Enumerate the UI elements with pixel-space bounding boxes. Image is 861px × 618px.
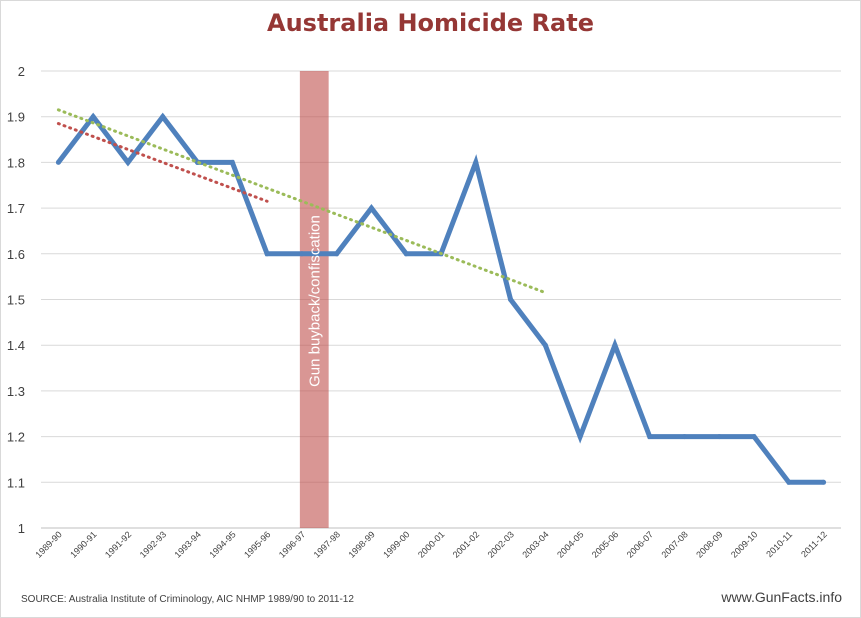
x-tick-label: 1990-91 [68, 529, 98, 559]
y-tick-label: 1.5 [7, 293, 25, 308]
x-tick-label: 1993-94 [173, 529, 203, 559]
annotation-band [299, 71, 329, 528]
x-tick-label: 2003-04 [520, 529, 550, 559]
data-point [508, 297, 514, 302]
data-point [55, 159, 61, 165]
data-point [647, 434, 653, 440]
x-tick-label: 2006-07 [625, 529, 655, 559]
data-point [473, 159, 479, 165]
y-tick-label: 1.9 [7, 110, 25, 125]
y-tick-label: 2 [18, 64, 25, 79]
x-tick-label: 2005-06 [590, 529, 620, 559]
data-point [542, 342, 548, 348]
source-note: SOURCE: Australia Institute of Criminolo… [21, 594, 354, 605]
x-tick-label: 2001-02 [451, 529, 481, 559]
data-point [229, 159, 235, 165]
x-tick-label: 1998-99 [346, 529, 376, 559]
y-tick-label: 1.8 [7, 155, 25, 170]
y-tick-label: 1 [18, 521, 25, 536]
data-point [577, 434, 583, 440]
data-point [612, 342, 618, 348]
y-tick-label: 1.7 [7, 201, 25, 216]
x-tick-label: 1994-95 [207, 529, 237, 559]
x-tick-label: 2008-09 [694, 529, 724, 559]
trendline [56, 108, 547, 295]
data-point [368, 205, 374, 211]
website-label: www.GunFacts.info [721, 589, 842, 605]
x-tick-label: 1996-97 [277, 529, 307, 559]
y-tick-label: 1.4 [7, 338, 25, 353]
y-tick-label: 1.1 [7, 475, 25, 490]
y-tick-label: 1.6 [7, 247, 25, 262]
x-tick-label: 2011-12 [799, 529, 829, 559]
x-tick-label: 1997-98 [312, 529, 342, 559]
data-point [403, 251, 409, 257]
data-point [90, 114, 96, 120]
data-point [160, 114, 166, 120]
data-point [264, 251, 270, 257]
x-tick-label: 1999-00 [381, 529, 411, 559]
data-point [334, 251, 340, 257]
chart-title: Australia Homicide Rate [267, 9, 594, 37]
x-tick-label: 2004-05 [555, 529, 585, 559]
trendline [56, 122, 269, 203]
data-point [821, 479, 827, 485]
x-tick-label: 2009-10 [729, 529, 759, 559]
data-point [125, 159, 131, 165]
y-tick-label: 1.2 [7, 430, 25, 445]
data-point [681, 434, 687, 440]
x-tick-label: 2007-08 [659, 529, 689, 559]
x-tick-label: 2002-03 [486, 529, 516, 559]
x-tick-label: 1995-96 [242, 529, 272, 559]
x-tick-label: 1992-93 [138, 529, 168, 559]
y-tick-label: 1.3 [7, 384, 25, 399]
data-point [786, 479, 792, 485]
x-tick-label: 1989-90 [33, 529, 63, 559]
annotation-label: Gun buyback/confiscation [306, 215, 323, 387]
x-tick-label: 2010-11 [764, 529, 794, 559]
x-tick-label: 2000-01 [416, 529, 446, 559]
x-tick-label: 1991-92 [103, 529, 133, 559]
data-point [751, 434, 757, 440]
data-point [716, 434, 722, 440]
data-point [299, 251, 305, 257]
